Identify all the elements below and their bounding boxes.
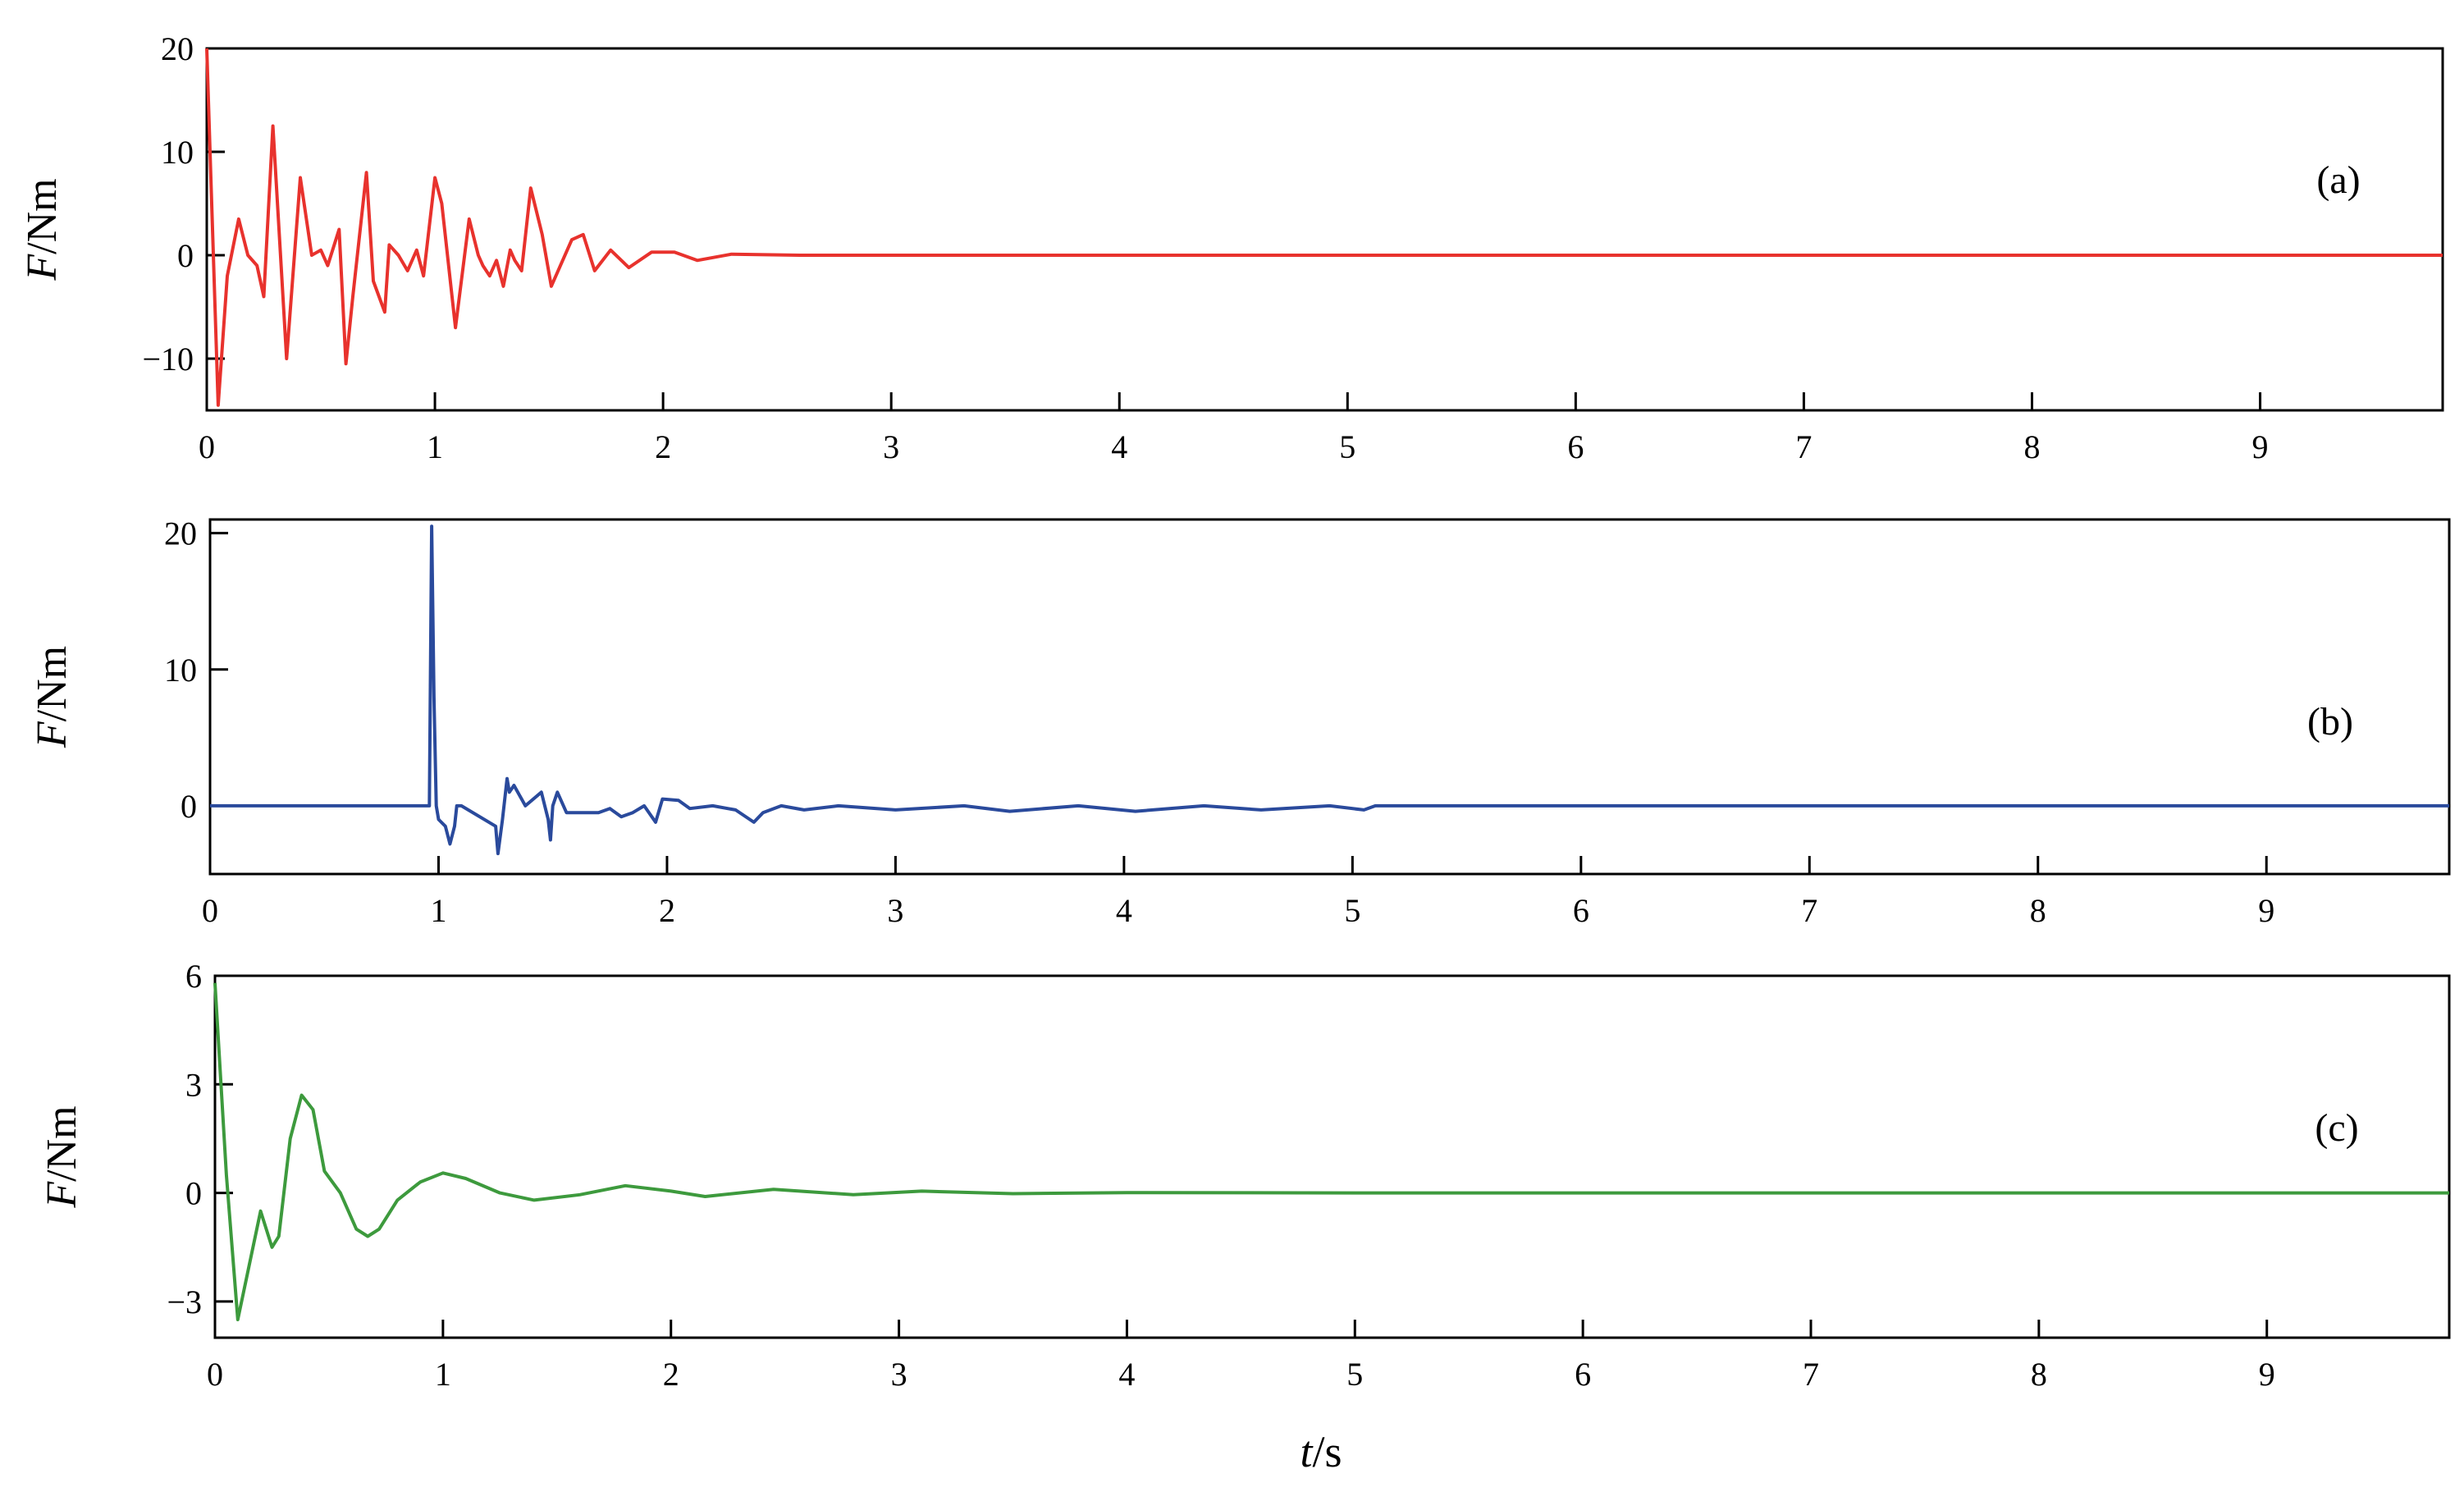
x-tick-label: 3 <box>883 428 899 465</box>
x-tick-label: 2 <box>655 428 671 465</box>
series-line-0 <box>210 524 2449 856</box>
x-tick-label: 5 <box>1344 892 1360 929</box>
x-tick-label: 1 <box>430 892 446 929</box>
x-tick-label: 3 <box>887 892 903 929</box>
y-axis-label-symbol: F <box>19 254 66 281</box>
x-tick-label: 9 <box>2252 428 2269 465</box>
plot-frame <box>205 47 2444 412</box>
x-tick-label: 7 <box>1795 428 1812 465</box>
x-tick-label: 3 <box>891 1356 907 1393</box>
x-tick-label: 4 <box>1116 892 1132 929</box>
x-tick-label: 8 <box>2031 1356 2047 1393</box>
x-tick-label: 8 <box>2030 892 2046 929</box>
x-tick-label: 0 <box>207 1356 223 1393</box>
x-tick-label: 9 <box>2258 892 2274 929</box>
x-tick-label: 8 <box>2023 428 2040 465</box>
x-tick-label: 1 <box>435 1356 451 1393</box>
x-tick-label: 1 <box>427 428 443 465</box>
x-tick-label: 0 <box>199 428 215 465</box>
x-tick-label: 4 <box>1111 428 1127 465</box>
y-axis-label-unit: /Nm <box>19 178 66 254</box>
x-tick-label: 5 <box>1346 1356 1363 1393</box>
x-axis-label-unit: /s <box>1312 1427 1342 1476</box>
x-tick-label: 4 <box>1118 1356 1135 1393</box>
y-axis-label-unit: /Nm <box>39 1105 85 1181</box>
x-tick-label: 5 <box>1339 428 1355 465</box>
y-axis-label: F/Nm <box>19 178 66 281</box>
panel-1: 0 1 2 3 4 5 6 7 8 9 0 10 20 F/Nm (b) <box>29 515 2451 929</box>
panel-0: 0 1 2 3 4 5 6 7 8 9 −10 0 10 20 F/Nm (a) <box>19 30 2444 465</box>
panel-label: (a) <box>2316 158 2360 202</box>
y-axis-label-symbol: F <box>39 1181 85 1209</box>
y-tick-label: −3 <box>167 1284 202 1320</box>
y-tick-label: 0 <box>181 788 197 825</box>
series-line-0 <box>205 48 2443 407</box>
plot-frame <box>213 974 2451 1339</box>
y-tick-label: 3 <box>185 1066 202 1103</box>
x-tick-label: 6 <box>1567 428 1584 465</box>
x-axis-label: t/s <box>1300 1427 1342 1476</box>
y-axis-label: F/Nm <box>39 1105 85 1208</box>
x-tick-label: 6 <box>1573 892 1589 929</box>
x-axis-label-symbol: t <box>1300 1427 1314 1476</box>
y-tick-label: 20 <box>164 515 197 552</box>
panel-label: (b) <box>2307 700 2353 744</box>
y-axis-label-symbol: F <box>29 721 75 748</box>
x-tick-label: 6 <box>1575 1356 1591 1393</box>
y-axis-label-unit: /Nm <box>29 646 75 721</box>
x-tick-label: 7 <box>1803 1356 1819 1393</box>
y-axis-label: F/Nm <box>29 646 75 748</box>
x-tick-label: 2 <box>663 1356 679 1393</box>
x-tick-label: 9 <box>2259 1356 2275 1393</box>
y-tick-label: 10 <box>161 134 194 171</box>
x-tick-label: 0 <box>202 892 218 929</box>
y-tick-label: 0 <box>185 1175 202 1212</box>
plot-frame <box>208 518 2451 876</box>
panel-label: (c) <box>2315 1106 2358 1150</box>
y-tick-label: 20 <box>161 30 194 67</box>
x-tick-label: 2 <box>659 892 675 929</box>
x-tick-label: 7 <box>1801 892 1817 929</box>
y-tick-label: 10 <box>164 652 197 689</box>
y-tick-label: −10 <box>142 341 194 378</box>
y-tick-label: 0 <box>177 237 194 274</box>
y-tick-label: 6 <box>185 958 202 995</box>
series-line-0 <box>213 982 2449 1321</box>
